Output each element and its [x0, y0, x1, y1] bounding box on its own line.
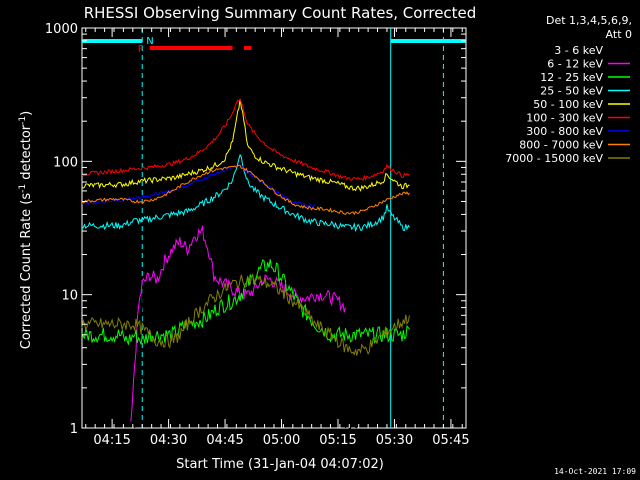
legend-header-2: Att 0: [606, 28, 632, 41]
y-axis-label-main: Corrected Count Rate (s: [19, 193, 34, 350]
series-layer: [81, 98, 410, 429]
axes-layer: 1 10 100 1000 04:15 04:30 04:45 05:00 05:15 05:30…: [45, 22, 470, 448]
y-tick-label: 100: [53, 155, 78, 170]
x-tick-label: 04:30: [150, 433, 187, 448]
night-label: N: [146, 36, 153, 47]
x-tick-label: 05:30: [376, 433, 413, 448]
legend-entry-label: 3 - 6 keV: [554, 44, 603, 57]
legend-entry-label: 6 - 12 keV: [547, 58, 603, 71]
legend-entry-label: 25 - 50 keV: [540, 85, 603, 98]
series-line: [81, 164, 410, 216]
flare-label: F: [138, 44, 144, 55]
y-axis-label-end: ): [19, 111, 34, 116]
legend-entry-label: 50 - 100 keV: [533, 98, 603, 111]
series-line: [81, 98, 410, 192]
x-axis-label: Start Time (31-Jan-04 04:07:02): [176, 457, 384, 472]
annotation-layer: NF: [82, 28, 466, 428]
y-tick-label: 10: [61, 289, 78, 304]
y-axis-label: Corrected Count Rate (s-1 detector-1): [18, 111, 34, 349]
series-line: [130, 225, 346, 422]
series-line: [81, 164, 316, 208]
footer-timestamp: 14-Oct-2021 17:09: [554, 467, 636, 476]
x-tick-label: 04:15: [93, 433, 130, 448]
legend-entry-label: 800 - 7000 keV: [519, 139, 603, 152]
series-line: [81, 259, 410, 346]
y-tick-label: 1: [70, 422, 78, 437]
x-tick-label: 05:00: [263, 433, 300, 448]
legend-entry-label: 7000 - 15000 keV: [505, 152, 603, 165]
y-axis-label-sup1: -1: [18, 184, 28, 193]
y-tick-label: 1000: [45, 22, 78, 37]
y-axis-label-mid: detector: [19, 124, 34, 184]
y-axis-label-sup2: -1: [18, 116, 28, 125]
chart-title: RHESSI Observing Summary Count Rates, Co…: [84, 4, 477, 22]
x-tick-label: 05:45: [432, 433, 469, 448]
series-line: [81, 98, 410, 182]
legend-entry-label: 100 - 300 keV: [526, 112, 603, 125]
series-line: [81, 153, 410, 233]
legend-entry-label: 12 - 25 keV: [540, 71, 603, 84]
legend-entry-label: 300 - 800 keV: [526, 125, 603, 138]
legend-header-1: Det 1,3,4,5,6,9,: [546, 14, 632, 27]
series-line: [81, 273, 410, 356]
x-tick-label: 05:15: [319, 433, 356, 448]
x-tick-label: 04:45: [206, 433, 243, 448]
